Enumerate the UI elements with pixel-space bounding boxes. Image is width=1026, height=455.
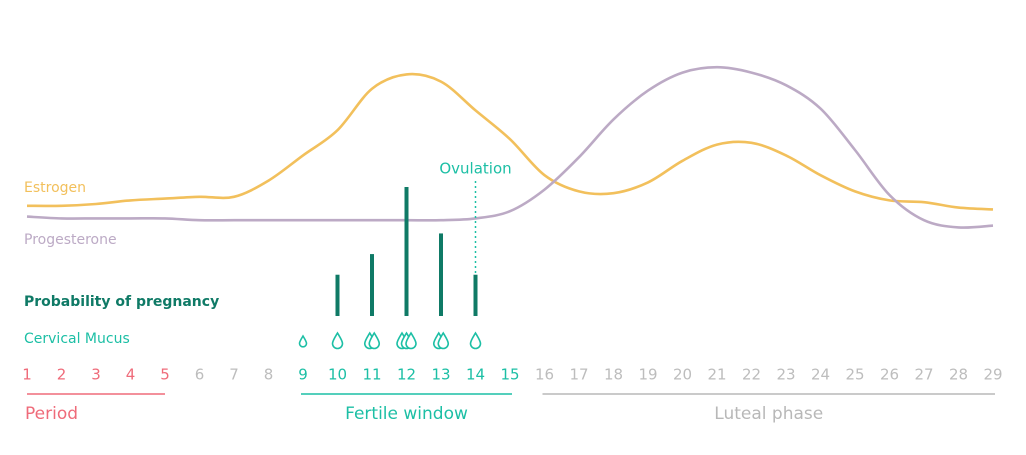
probability-bar	[370, 254, 374, 316]
mucus-drops	[396, 331, 417, 350]
probability-bar	[439, 233, 443, 316]
day-label: 13	[431, 366, 450, 384]
day-label: 22	[742, 366, 761, 384]
drop	[298, 334, 308, 348]
day-label: 23	[776, 366, 795, 384]
day-label: 27	[914, 366, 933, 384]
probability-bar	[473, 274, 478, 316]
hormone-line	[26, 72, 994, 211]
phase-label: Fertile window	[345, 404, 468, 424]
probability-bar	[335, 274, 340, 316]
ovulation-label: Ovulation	[439, 160, 511, 178]
drop	[368, 331, 381, 350]
day-label: 10	[328, 366, 347, 384]
mucus-drops	[432, 331, 450, 350]
day-label: 25	[845, 366, 864, 384]
drop	[405, 331, 417, 350]
day-label: 8	[264, 366, 274, 384]
day-label: 15	[500, 366, 519, 384]
day-label: 18	[604, 366, 623, 384]
day-label: 5	[160, 366, 170, 384]
probability-label: Probability of pregnancy	[24, 294, 219, 310]
day-label: 19	[638, 366, 657, 384]
drop	[469, 331, 482, 350]
day-label: 20	[673, 366, 692, 384]
day-label: 11	[362, 366, 381, 384]
mucus-drops	[331, 331, 344, 350]
probability-bar	[404, 187, 409, 316]
day-label: 6	[195, 366, 205, 384]
day-label: 12	[397, 366, 416, 384]
series-label: Progesterone	[24, 232, 117, 248]
day-label: 2	[57, 366, 67, 384]
day-label: 14	[466, 366, 485, 384]
hormone-line	[26, 65, 994, 229]
phase-label: Luteal phase	[714, 404, 823, 424]
mucus-label: Cervical Mucus	[24, 331, 130, 347]
day-label: 17	[569, 366, 588, 384]
day-label: 28	[949, 366, 968, 384]
day-label: 21	[707, 366, 726, 384]
day-label: 16	[535, 366, 554, 384]
series-label: Estrogen	[24, 180, 86, 196]
day-label: 9	[298, 366, 308, 384]
drop	[437, 331, 450, 350]
drop	[331, 331, 344, 350]
day-label: 3	[91, 366, 101, 384]
day-label: 7	[229, 366, 239, 384]
day-label: 24	[811, 366, 830, 384]
day-label: 1	[22, 366, 32, 384]
mucus-drops	[469, 331, 482, 350]
mucus-drops	[298, 334, 308, 348]
mucus-drops	[363, 331, 381, 350]
day-label: 29	[983, 366, 1002, 384]
phase-label: Period	[25, 404, 78, 424]
day-label: 4	[126, 366, 136, 384]
day-label: 26	[880, 366, 899, 384]
